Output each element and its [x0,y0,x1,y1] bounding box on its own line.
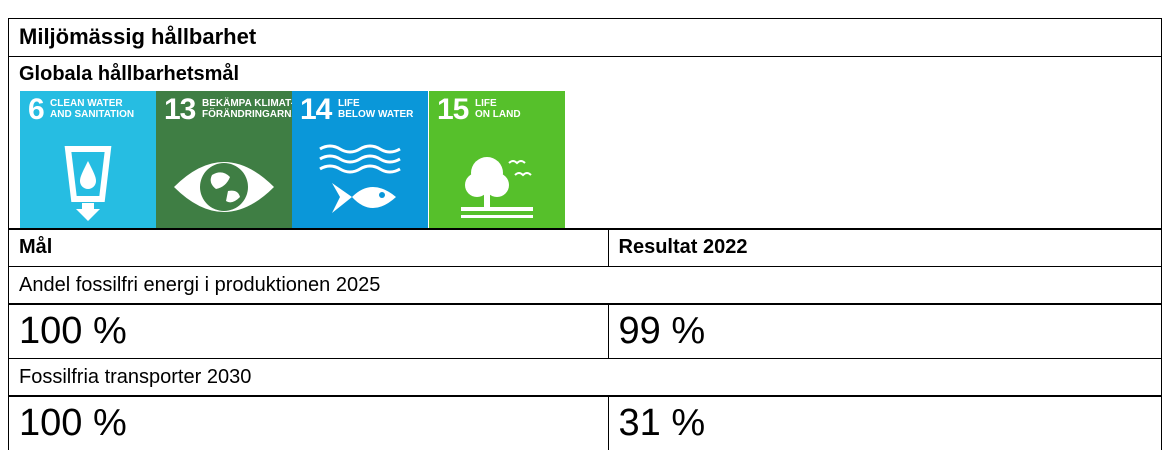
goal-number: 14 [300,93,332,126]
label-line: CLEAN WATER [50,98,123,109]
row-label: Andel fossilfri energi i produktionen 20… [8,265,1162,305]
goal-label: LIFE BELOW WATER [338,98,413,120]
column-header: Mål [8,228,609,267]
column-header: Resultat 2022 [607,228,1162,267]
target-value: 100 % [8,303,609,359]
pictogram [64,146,112,221]
goal-number: 15 [437,93,469,126]
target-value: 100 % [8,395,609,450]
goal-label: BEKÄMPA KLIMAT- FÖRÄNDRINGARNA [202,98,292,120]
label-line: LIFE [338,98,360,109]
row-label: Fossilfria transporter 2030 [8,357,1162,397]
label-line: BELOW WATER [338,109,414,120]
pictogram [319,144,401,213]
goal-number: 13 [164,93,196,126]
section-title: Globala hållbarhetsmål [19,62,240,85]
sdg-icon: 13 BEKÄMPA KLIMAT- FÖRÄNDRINGARNA [156,91,292,228]
result-value: 99 % [607,303,1162,359]
pictogram [461,157,533,218]
label-line: LIFE [475,98,497,109]
label-line: AND SANITATION [50,109,135,120]
sdg-icon: 6 CLEAN WATER AND SANITATION [20,91,156,228]
sdg-icon: 14 LIFE BELOW WATER [292,91,428,228]
goals-cell: Globala hållbarhetsmål [8,55,1162,230]
label-line: ON LAND [475,109,521,120]
title: Miljömässig hållbarhet [8,18,1162,57]
pictogram [174,162,274,212]
label-line: BEKÄMPA KLIMAT- [202,98,292,109]
sdg-icon: 15 LIFE ON LAND [429,91,565,228]
label-line: FÖRÄNDRINGARNA [202,109,292,120]
goal-label: CLEAN WATER AND SANITATION [50,98,134,120]
goal-label: LIFE ON LAND [475,98,521,120]
result-value: 31 % [607,395,1162,450]
goal-number: 6 [28,93,45,126]
